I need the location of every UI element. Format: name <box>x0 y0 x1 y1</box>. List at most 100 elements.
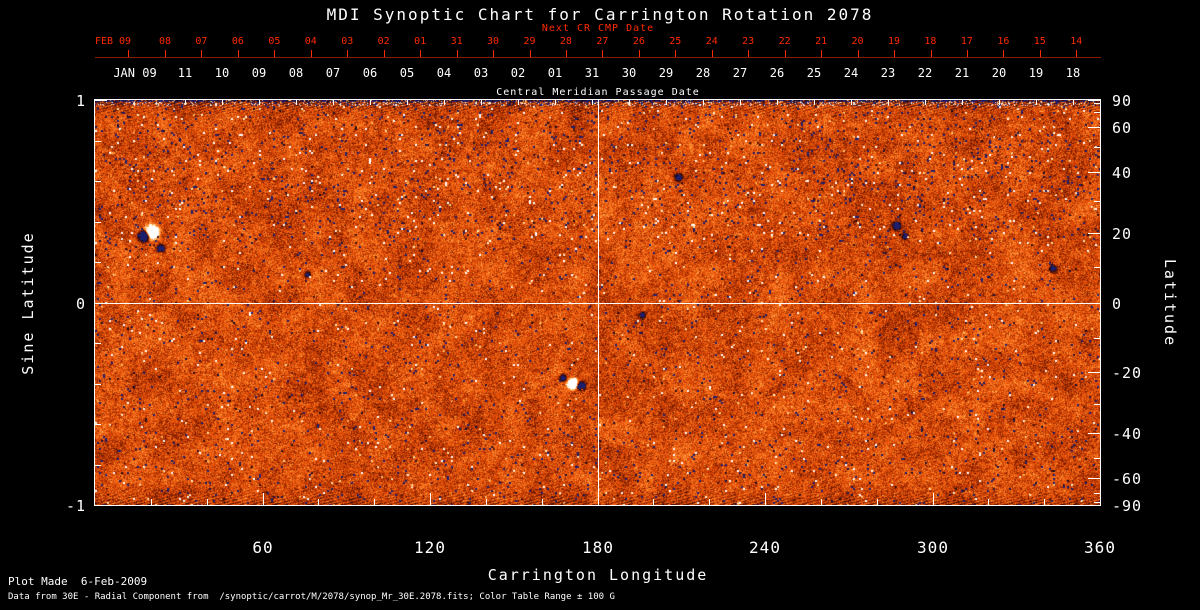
axis-minor-tick-mark <box>666 100 667 105</box>
next-cr-tick-label: 18 <box>924 36 937 47</box>
axis-minor-tick-mark <box>370 100 371 105</box>
axis-minor-tick-mark <box>877 499 878 505</box>
axis-minor-tick-mark <box>851 100 852 105</box>
axis-tick-mark <box>263 493 264 505</box>
next-cr-tick-label: 01 <box>414 36 427 47</box>
next-cr-tick-mark <box>420 50 422 57</box>
axis-minor-tick-mark <box>629 100 630 105</box>
next-cr-tick-label: 30 <box>487 36 500 47</box>
latitude-tick-label: 90 <box>1112 92 1133 110</box>
next-cr-tick-label: 05 <box>268 36 281 47</box>
axis-tick-mark <box>1100 493 1101 505</box>
next-cr-tick-label: 06 <box>231 36 244 47</box>
longitude-tick-label: 120 <box>414 538 446 557</box>
plot-area <box>94 99 1101 506</box>
next-cr-axis-line <box>95 57 1101 58</box>
next-cr-tick-mark <box>1076 50 1078 57</box>
axis-minor-tick-mark <box>1094 458 1100 459</box>
cmp-tick-label: 26 <box>769 66 785 80</box>
axis-minor-tick-mark <box>1094 103 1100 104</box>
axis-minor-tick-mark <box>1094 502 1100 503</box>
next-cr-tick-mark <box>493 50 495 57</box>
next-cr-tick-label: 22 <box>778 36 791 47</box>
axis-minor-tick-mark <box>988 499 989 505</box>
next-cr-tick-mark <box>566 50 567 57</box>
cmp-axis-label: Central Meridian Passage Date <box>496 87 700 98</box>
next-cr-tick-mark <box>347 50 349 57</box>
axis-minor-tick-mark <box>1094 404 1100 405</box>
axis-minor-tick-mark <box>653 499 654 505</box>
cmp-tick-label: 18 <box>1065 66 1081 80</box>
cmp-tick-label: 08 <box>288 66 304 80</box>
axis-minor-tick-mark <box>333 100 334 105</box>
next-cr-tick-mark <box>711 50 713 57</box>
latitude-tick-label: -20 <box>1112 364 1143 382</box>
cmp-tick-label: 20 <box>991 66 1007 80</box>
longitude-tick-label: 60 <box>252 538 274 557</box>
next-cr-tick-label: 19 <box>887 36 901 47</box>
data-source-note: Data from 30E - Radial Component from /s… <box>8 592 615 602</box>
axis-minor-tick-mark <box>1044 499 1045 505</box>
cmp-tick-label: 22 <box>917 66 933 80</box>
next-cr-tick-label: 02 <box>377 36 390 47</box>
next-cr-tick-mark <box>201 50 203 57</box>
next-cr-tick-label: 29 <box>523 36 536 47</box>
axis-minor-tick-mark <box>821 499 822 505</box>
longitude-tick-label: 240 <box>749 538 781 557</box>
latitude-tick-label: -40 <box>1112 425 1143 443</box>
carrington-longitude-axis-title: Carrington Longitude <box>487 566 709 584</box>
axis-minor-tick-mark <box>259 100 260 105</box>
plot-made-note: Plot Made 6-Feb-2009 <box>8 575 148 588</box>
axis-minor-tick-mark <box>703 100 704 105</box>
next-cr-tick-mark <box>165 50 166 57</box>
cmp-tick-label: 29 <box>658 66 674 80</box>
axis-minor-tick-mark <box>592 100 593 105</box>
next-cr-tick-label: 31 <box>450 36 463 47</box>
axis-minor-tick-mark <box>95 384 101 385</box>
axis-minor-tick-mark <box>185 100 186 105</box>
axis-minor-tick-mark <box>542 499 543 505</box>
axis-minor-tick-mark <box>1094 493 1100 494</box>
next-cr-tick-label: 21 <box>815 36 828 47</box>
chart-title: MDI Synoptic Chart for Carrington Rotati… <box>326 5 874 24</box>
axis-minor-tick-mark <box>318 499 319 505</box>
axis-minor-tick-mark <box>444 100 445 105</box>
axis-tick-mark <box>1088 100 1100 101</box>
axis-tick-mark <box>1088 372 1100 373</box>
axis-minor-tick-mark <box>1073 100 1074 105</box>
axis-tick-mark <box>95 505 107 506</box>
cmp-tick-label: 03 <box>473 66 489 80</box>
axis-tick-mark <box>1088 172 1100 173</box>
sine-latitude-tick-label: 0 <box>75 295 86 313</box>
crosshair-longitude-180 <box>598 100 599 505</box>
next-cr-tick-label: 27 <box>596 36 609 47</box>
axis-tick-mark <box>430 493 431 505</box>
cmp-tick-label: 06 <box>362 66 378 80</box>
next-cr-tick-label: 03 <box>341 36 354 47</box>
next-cr-tick-mark <box>1003 50 1005 57</box>
axis-tick-mark <box>1088 505 1100 506</box>
cmp-month-label: JAN 09 <box>113 66 157 80</box>
next-cr-month-label: FEB 09 <box>94 36 132 47</box>
next-cr-tick-mark <box>383 50 385 57</box>
axis-minor-tick-mark <box>222 100 223 105</box>
cmp-tick-label: 05 <box>399 66 415 80</box>
axis-tick-mark <box>765 493 766 505</box>
next-cr-tick-label: 07 <box>195 36 208 47</box>
next-cr-tick-mark <box>966 50 968 57</box>
cmp-tick-label: 30 <box>621 66 637 80</box>
next-cr-tick-mark <box>456 50 458 57</box>
axis-minor-tick-mark <box>374 499 375 505</box>
next-cr-tick-mark <box>638 50 640 57</box>
axis-minor-tick-mark <box>1094 112 1100 113</box>
cmp-tick-label: 11 <box>177 66 193 80</box>
cmp-tick-label: 01 <box>547 66 563 80</box>
latitude-tick-label: 0 <box>1112 295 1123 313</box>
next-cr-tick-label: 24 <box>705 36 718 47</box>
axis-minor-tick-mark <box>814 100 815 105</box>
cmp-tick-label: 27 <box>732 66 748 80</box>
latitude-tick-label: -60 <box>1112 470 1143 488</box>
axis-minor-tick-mark <box>1094 338 1100 339</box>
latitude-axis-title: Latitude <box>1161 258 1179 348</box>
